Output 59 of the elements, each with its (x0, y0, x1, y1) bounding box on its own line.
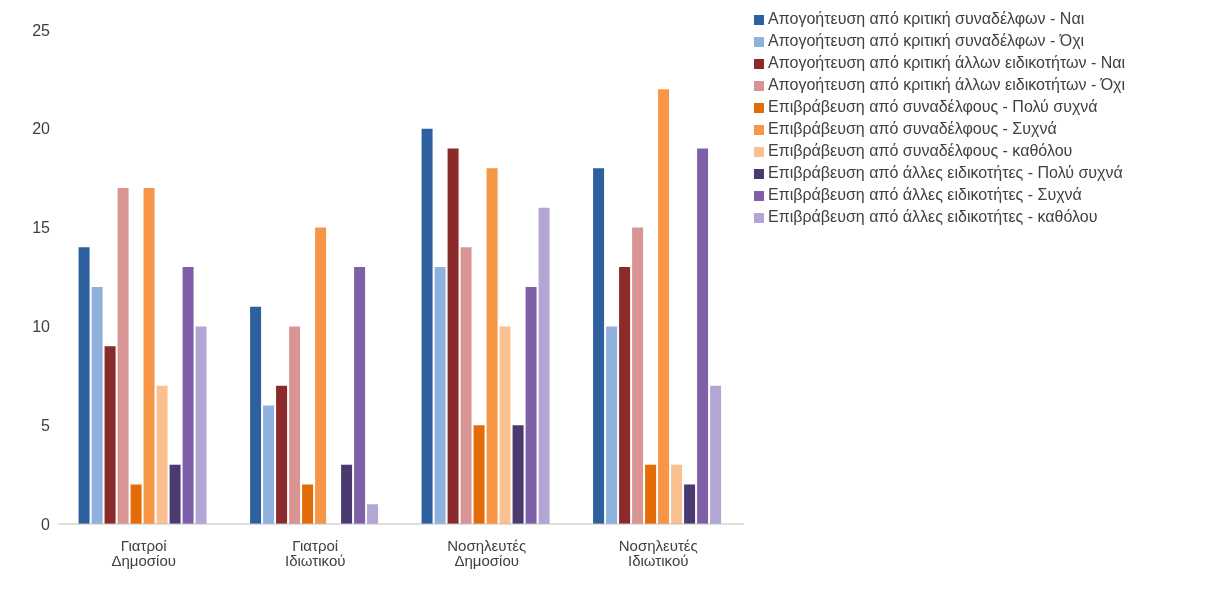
bar (421, 128, 433, 524)
x-tick-label: Νοσηλευτές Ιδιωτικού (618, 536, 698, 569)
bar (302, 484, 314, 524)
bar (315, 227, 327, 524)
legend-label: Απογοήτευση από κριτική άλλων ειδικοτήτων - Ναι (768, 54, 1126, 71)
legend-label: Επιβράβευση από άλλες ειδικοτήτες - Πολύ συχνά (768, 164, 1123, 181)
bar (697, 148, 709, 524)
bar (78, 247, 90, 524)
bar (525, 286, 537, 524)
y-tick-label: 15 (32, 219, 51, 237)
bar (143, 188, 155, 524)
bar (263, 405, 275, 524)
bar (499, 326, 511, 524)
bar (341, 464, 353, 524)
legend-label: Επιβράβευση από συναδέλφους - καθόλου (768, 142, 1073, 159)
x-tick-label: Νοσηλευτές Δημοσίου (447, 536, 527, 569)
bar (473, 425, 485, 524)
x-tick-label: Γιατροί Δημοσίου (111, 536, 176, 569)
legend-label: Επιβράβευση από συναδέλφους - Συχνά (768, 120, 1057, 137)
bar (276, 385, 288, 524)
bar (354, 267, 366, 524)
bar (91, 286, 103, 524)
bar (538, 207, 550, 524)
bar (486, 168, 498, 524)
bar (710, 385, 722, 524)
bar (512, 425, 524, 524)
legend-label: Απογοήτευση από κριτική συναδέλφων - Ναι (768, 10, 1085, 27)
bar (117, 188, 129, 524)
bar (195, 326, 207, 524)
bar (671, 464, 683, 524)
bar (619, 267, 631, 524)
legend-label: Απογοήτευση από κριτική συναδέλφων - Όχι (768, 32, 1085, 49)
bar (434, 267, 446, 524)
y-tick-label: 10 (32, 318, 51, 336)
y-tick-label: 5 (41, 416, 51, 434)
bar (447, 148, 459, 524)
bar (169, 464, 181, 524)
legend-label: Επιβράβευση από συναδέλφους - Πολύ συχνά (768, 98, 1098, 115)
bar (593, 168, 605, 524)
bar (104, 346, 116, 524)
y-tick-label: 20 (32, 120, 51, 138)
bar (460, 247, 472, 524)
bar (658, 89, 670, 524)
legend-label: Επιβράβευση από άλλες ειδικοτήτες - Συχνά (768, 186, 1082, 203)
bar (632, 227, 644, 524)
bar (130, 484, 142, 524)
x-tick-label: Γιατροί Ιδιωτικού (285, 536, 346, 569)
bar (684, 484, 696, 524)
legend-label: Απογοήτευση από κριτική άλλων ειδικοτήτων - Όχι (768, 76, 1126, 93)
bar (250, 306, 262, 524)
bar (156, 385, 168, 524)
legend-label: Επιβράβευση από άλλες ειδικοτήτες - καθόλου (768, 208, 1098, 225)
bar (606, 326, 618, 524)
bar (289, 326, 301, 524)
y-tick-label: 25 (32, 21, 51, 39)
bar (182, 267, 194, 524)
bar (645, 464, 657, 524)
y-tick-label: 0 (41, 515, 51, 533)
bar (367, 504, 379, 524)
